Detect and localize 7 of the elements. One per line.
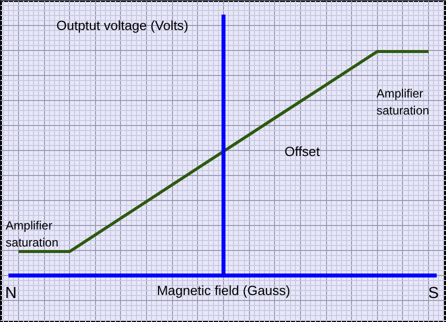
annotation: Amplifier saturation	[6, 218, 58, 250]
text: N	[5, 284, 17, 302]
y-axis-title: Outptut voltage (Volts)	[56, 18, 188, 34]
annotation: Offset	[284, 144, 320, 159]
annotation: Amplifier saturation	[376, 86, 430, 118]
x-axis-title: Magnetic field (Gauss)	[156, 282, 290, 298]
text: S	[428, 284, 439, 302]
